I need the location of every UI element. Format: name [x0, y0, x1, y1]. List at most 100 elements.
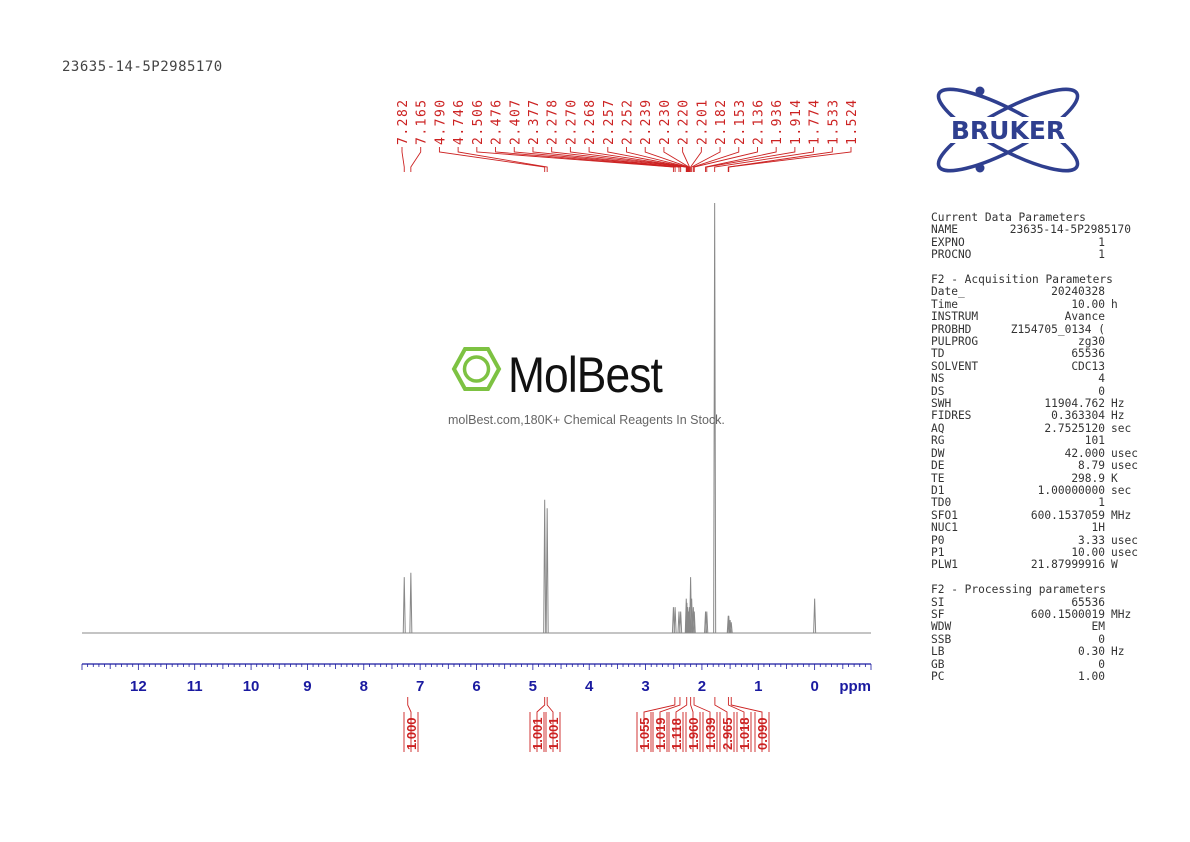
spectrum-peak: [545, 508, 549, 634]
peak-label-connector: [438, 147, 546, 172]
param-key: D1: [931, 483, 945, 497]
param-value: Avance: [1064, 310, 1105, 324]
param-row: RG 101: [931, 434, 1139, 447]
peak-label-connector: [551, 147, 687, 172]
param-value: 2.7525120: [1044, 421, 1105, 435]
param-value: 65536: [1071, 595, 1105, 609]
param-row: WDW EM: [931, 620, 1139, 634]
integral-box: [685, 712, 701, 752]
molbest-watermark: MolBest molBest.com,180K+ Chemical Reage…: [448, 340, 748, 427]
peak-label: 2.506: [471, 98, 486, 145]
param-value: 23635-14-5P2985170: [1009, 223, 1131, 237]
x-tick-label: 0: [810, 678, 818, 695]
param-unit: usec: [1111, 459, 1138, 473]
integral-label: 0.090: [755, 717, 770, 750]
peak-label-connector: [714, 147, 815, 172]
peak-label: 2.268: [583, 98, 598, 145]
peak-label: 1.914: [789, 98, 804, 145]
param-row: Date_ 20240328: [931, 286, 1139, 299]
param-key: SWH: [931, 397, 952, 411]
peak-label-connector: [626, 147, 689, 172]
peak-label: 7.282: [396, 98, 411, 145]
param-key: AQ: [931, 421, 945, 435]
x-tick-label: 8: [360, 678, 368, 695]
param-value: Z154705_0134 (: [1010, 322, 1105, 336]
param-value: CDC13: [1071, 359, 1105, 373]
peak-label: 2.182: [714, 98, 729, 145]
integral-box: [529, 712, 545, 752]
peak-label: 2.377: [527, 98, 542, 145]
sample-id: 23635-14-5P2985170: [62, 59, 223, 75]
integral-label: 1.001: [546, 717, 561, 750]
integral-box: [403, 712, 419, 752]
param-unit: [1105, 324, 1111, 336]
integral-box: [545, 712, 561, 752]
param-value: 0: [1098, 657, 1105, 671]
param-unit: K: [1111, 471, 1118, 485]
spectrum-peak: [409, 572, 413, 634]
param-key: FIDRES: [931, 409, 972, 423]
param-unit: usec: [1111, 446, 1138, 460]
peak-label: 4.746: [452, 98, 467, 145]
param-row: P0 3.33 usec: [931, 533, 1139, 547]
param-value: 600.1500019: [1030, 607, 1105, 621]
param-unit: [1105, 435, 1111, 447]
spectrum-peak: [813, 598, 817, 634]
x-tick-label: 12: [130, 678, 147, 695]
integral-bracket: [714, 697, 728, 752]
peak-label-connector: [706, 147, 796, 172]
param-unit: [1105, 361, 1111, 373]
integral-label: 2.965: [720, 717, 735, 750]
param-unit: [1105, 671, 1111, 683]
x-tick-label: 3: [641, 678, 649, 695]
param-key: PC: [931, 670, 945, 683]
param-value: 1: [1098, 235, 1105, 249]
param-unit: MHz: [1111, 607, 1132, 621]
param-key: TD: [931, 347, 945, 361]
param-unit: h: [1111, 297, 1118, 311]
param-value: 0: [1098, 384, 1105, 398]
param-value: 10.00: [1071, 545, 1105, 559]
integral-label: 1.018: [737, 717, 752, 750]
integral-label: 1.000: [404, 717, 419, 750]
bruker-logo: BRUKER: [920, 84, 1095, 183]
param-value: 3.33: [1078, 533, 1105, 547]
peak-label: 2.220: [677, 98, 692, 145]
x-tick-label: 1: [754, 678, 762, 695]
param-key: WDW: [931, 620, 952, 634]
param-value: 1: [1098, 496, 1105, 510]
integral-label: 1.019: [653, 717, 668, 750]
parameter-panel: Current Data Parameters NAME 23635-14-5P2…: [931, 211, 1139, 696]
param-unit: usec: [1111, 545, 1138, 559]
param-value: 4: [1098, 372, 1105, 386]
param-unit: [1105, 348, 1111, 360]
param-row: SSB 0: [931, 632, 1139, 646]
integral-box: [668, 712, 684, 752]
param-value: 11904.762: [1044, 397, 1105, 411]
x-tick-label: 10: [243, 678, 260, 695]
peak-label: 2.239: [639, 98, 654, 145]
x-tick-label: 5: [529, 678, 537, 695]
acquisition-parameters: F2 - Acquisition Parameters Date_ 2024032…: [931, 273, 1139, 572]
param-row: SWH 11904.762 Hz: [931, 397, 1139, 411]
param-unit: usec: [1111, 533, 1138, 547]
param-row: NUC1 1H: [931, 521, 1139, 534]
param-key: DW: [931, 446, 945, 460]
param-value: 1.00: [1078, 670, 1105, 683]
svg-text:BRUKER: BRUKER: [951, 116, 1065, 145]
peak-label: 4.790: [433, 98, 448, 145]
param-value: 0: [1098, 632, 1105, 646]
param-unit: sec: [1111, 421, 1132, 435]
spectrum-peak: [543, 499, 547, 634]
integral-label: 1.118: [669, 718, 684, 750]
param-key: SF: [931, 607, 945, 621]
param-key: Time: [931, 297, 958, 311]
param-key: SSB: [931, 632, 952, 646]
param-value: 8.79: [1078, 459, 1105, 473]
param-row: DW 42.000 usec: [931, 446, 1139, 460]
spectrum-peak: [679, 611, 683, 634]
param-unit: Hz: [1111, 645, 1125, 659]
param-row: EXPNO 1: [931, 235, 1139, 249]
param-row: GB 0: [931, 657, 1139, 671]
param-key: P0: [931, 533, 945, 547]
